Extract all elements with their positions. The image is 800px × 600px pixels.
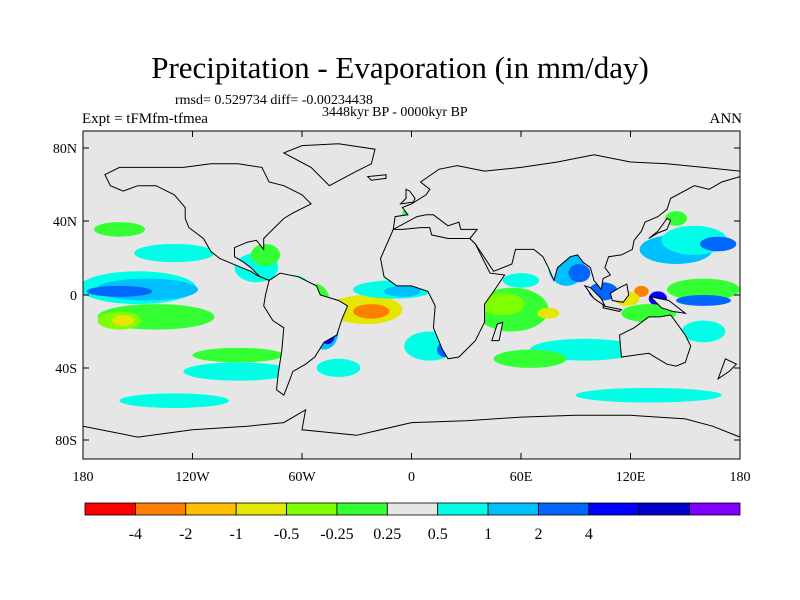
chart-title: Precipitation - Evaporation (in mm/day) <box>151 50 649 85</box>
x-tick-label: 180 <box>73 470 94 485</box>
colorbar-swatch <box>185 502 237 516</box>
colorbar-label: -0.5 <box>274 526 299 543</box>
landmass <box>263 272 349 396</box>
colorbar-swatch <box>638 502 691 516</box>
landmass <box>282 143 376 187</box>
period-label: ANN <box>709 111 743 127</box>
colorbar: -4 -2 -1 -0.5 -0.25 0.25 0.5 1 2 4 <box>84 502 741 543</box>
anomaly-patch <box>93 222 146 237</box>
landmass <box>399 188 416 205</box>
anomaly-patch <box>676 295 731 306</box>
anomaly-patch <box>502 273 540 288</box>
x-tick-label: 60W <box>288 470 316 485</box>
anomaly-patch <box>665 211 688 226</box>
landmass <box>491 321 504 342</box>
y-tick-label: 40N <box>53 215 77 230</box>
experiment-label: Expt = tFMfm-tfmea <box>82 111 208 127</box>
colorbar-label: 1 <box>484 526 492 543</box>
anomaly-patch <box>667 278 740 301</box>
landmass <box>602 305 623 312</box>
landmass <box>648 217 672 239</box>
anomaly-patch <box>384 285 421 297</box>
anomaly-patch <box>86 285 153 297</box>
anomaly-patch <box>634 285 649 297</box>
colorbar-label: 4 <box>585 526 593 543</box>
y-tick-label: 80S <box>55 434 77 449</box>
anomaly-patch <box>183 362 293 381</box>
anomaly-patch <box>192 347 284 363</box>
y-tick-label: 80N <box>53 142 77 157</box>
time-range-label: 3448kyr BP - 0000kyr BP <box>322 105 468 120</box>
anomaly-patch <box>575 387 722 403</box>
x-tick-label: 120E <box>616 470 646 485</box>
anomaly-patch <box>568 264 591 283</box>
colorbar-label: 0.25 <box>373 526 401 543</box>
anomaly-patch <box>112 315 135 326</box>
x-tick-label: 60E <box>510 470 533 485</box>
colorbar-swatch <box>336 502 388 516</box>
map-axes: 180 120W 60W 0 60E 120E 180 80N 40N 0 40S 80S <box>53 131 751 485</box>
x-tick-label: 180 <box>730 470 751 485</box>
colorbar-label: -4 <box>129 526 142 543</box>
colorbar-swatch <box>689 502 741 516</box>
colorbar-swatch <box>84 502 136 516</box>
colorbar-label: -0.25 <box>320 526 353 543</box>
colorbar-swatch <box>134 502 187 516</box>
anomaly-patch <box>353 304 390 319</box>
colorbar-label: -1 <box>229 526 242 543</box>
colorbar-swatch <box>487 502 539 516</box>
y-tick-label: 40S <box>55 362 77 377</box>
stats-label: rmsd= 0.529734 diff= -0.00234438 <box>175 93 373 108</box>
colorbar-swatch <box>588 502 640 516</box>
anomaly-patch <box>134 243 215 263</box>
landmass <box>83 408 740 459</box>
colorbar-swatch <box>437 502 489 516</box>
colorbar-swatch <box>386 502 439 516</box>
colorbar-label: 0.5 <box>428 526 448 543</box>
landmass <box>379 227 506 360</box>
anomaly-patch <box>250 243 281 266</box>
anomaly-patch <box>480 293 525 316</box>
anomaly-patch <box>681 320 726 343</box>
y-tick-label: 0 <box>70 289 77 304</box>
x-tick-label: 0 <box>408 470 415 485</box>
colorbar-label: -2 <box>179 526 192 543</box>
landmass <box>649 295 688 314</box>
landmass <box>392 154 740 291</box>
colorbar-swatch <box>538 502 590 516</box>
anomaly-patch <box>493 349 567 368</box>
landmass <box>618 314 692 367</box>
colorbar-swatch <box>235 502 287 516</box>
anomaly-patch <box>316 358 361 377</box>
landmass <box>583 284 607 308</box>
anomaly-patch <box>119 393 229 408</box>
anomaly-patch <box>699 236 737 252</box>
x-tick-label: 120W <box>175 470 210 485</box>
landmass <box>717 358 738 381</box>
landmass <box>609 283 630 303</box>
landmass <box>104 163 312 281</box>
coastlines <box>83 143 740 459</box>
colorbar-label: 2 <box>534 526 542 543</box>
landmass <box>366 174 387 181</box>
colorbar-swatch <box>286 502 338 516</box>
anomaly-patch <box>537 307 560 319</box>
